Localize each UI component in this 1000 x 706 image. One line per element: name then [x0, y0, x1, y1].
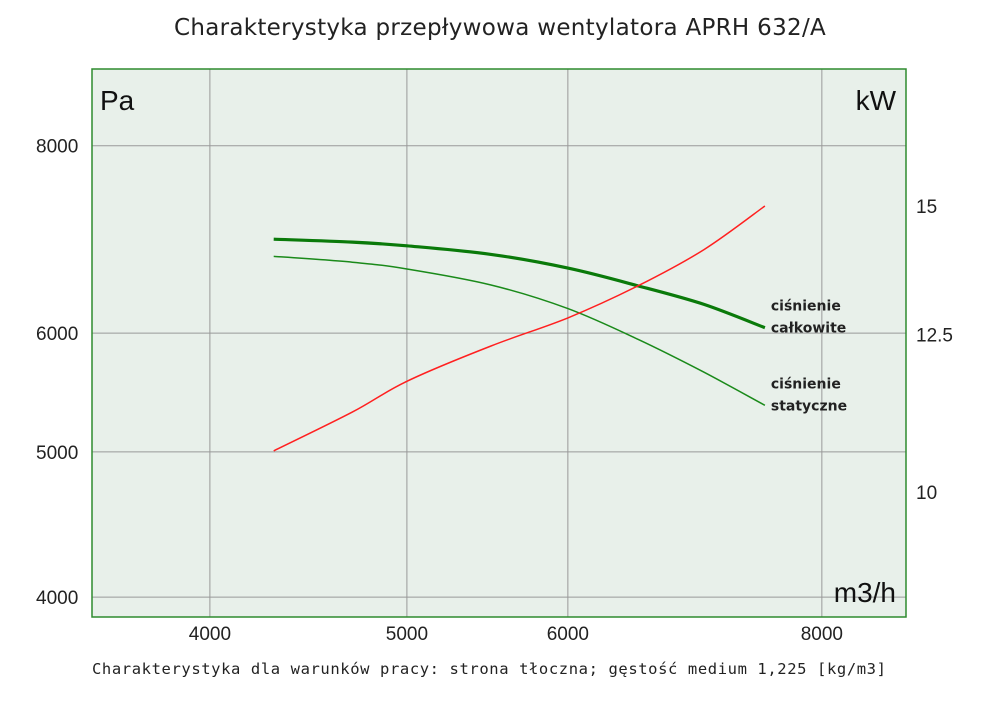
chart-footnote: Charakterystyka dla warunków pracy: stro…: [92, 660, 887, 678]
x-tick-label: 5000: [386, 624, 428, 645]
series-labels: ciśnienie całkowite ciśnienie statyczne: [771, 299, 847, 415]
y-right-tick-label: 15: [916, 197, 937, 218]
series-label: ciśnienie statyczne: [771, 376, 847, 414]
y-right-unit-label: kW: [856, 85, 897, 116]
y-left-tick-label: 8000: [36, 137, 78, 158]
x-tick-label: 8000: [801, 624, 843, 645]
series-layer: [273, 205, 766, 452]
y-right-tick-label: 12.5: [916, 326, 953, 347]
y-left-tick-label: 5000: [36, 443, 78, 464]
y-right-tick-label: 10: [916, 483, 937, 504]
chart-title: Charakterystyka przepływowa wentylatora …: [173, 15, 827, 41]
series-label: ciśnienie całkowite: [771, 299, 846, 337]
y-left-unit-label: Pa: [100, 85, 135, 116]
series-static-pressure: [273, 255, 766, 406]
grid: [92, 69, 906, 617]
y-left-tick-label: 4000: [36, 588, 78, 609]
series-total-pressure: [273, 237, 766, 330]
y-left-tick-label: 6000: [36, 324, 78, 345]
tick-labels: 4000 5000 6000 8000 4000 5000 6000 8000 10 12.5 15: [36, 137, 953, 645]
plot-frame: [91, 68, 907, 618]
x-tick-label: 4000: [189, 624, 231, 645]
series-power: [273, 205, 766, 452]
x-unit-label: m3/h: [834, 577, 896, 608]
x-tick-label: 6000: [547, 624, 589, 645]
